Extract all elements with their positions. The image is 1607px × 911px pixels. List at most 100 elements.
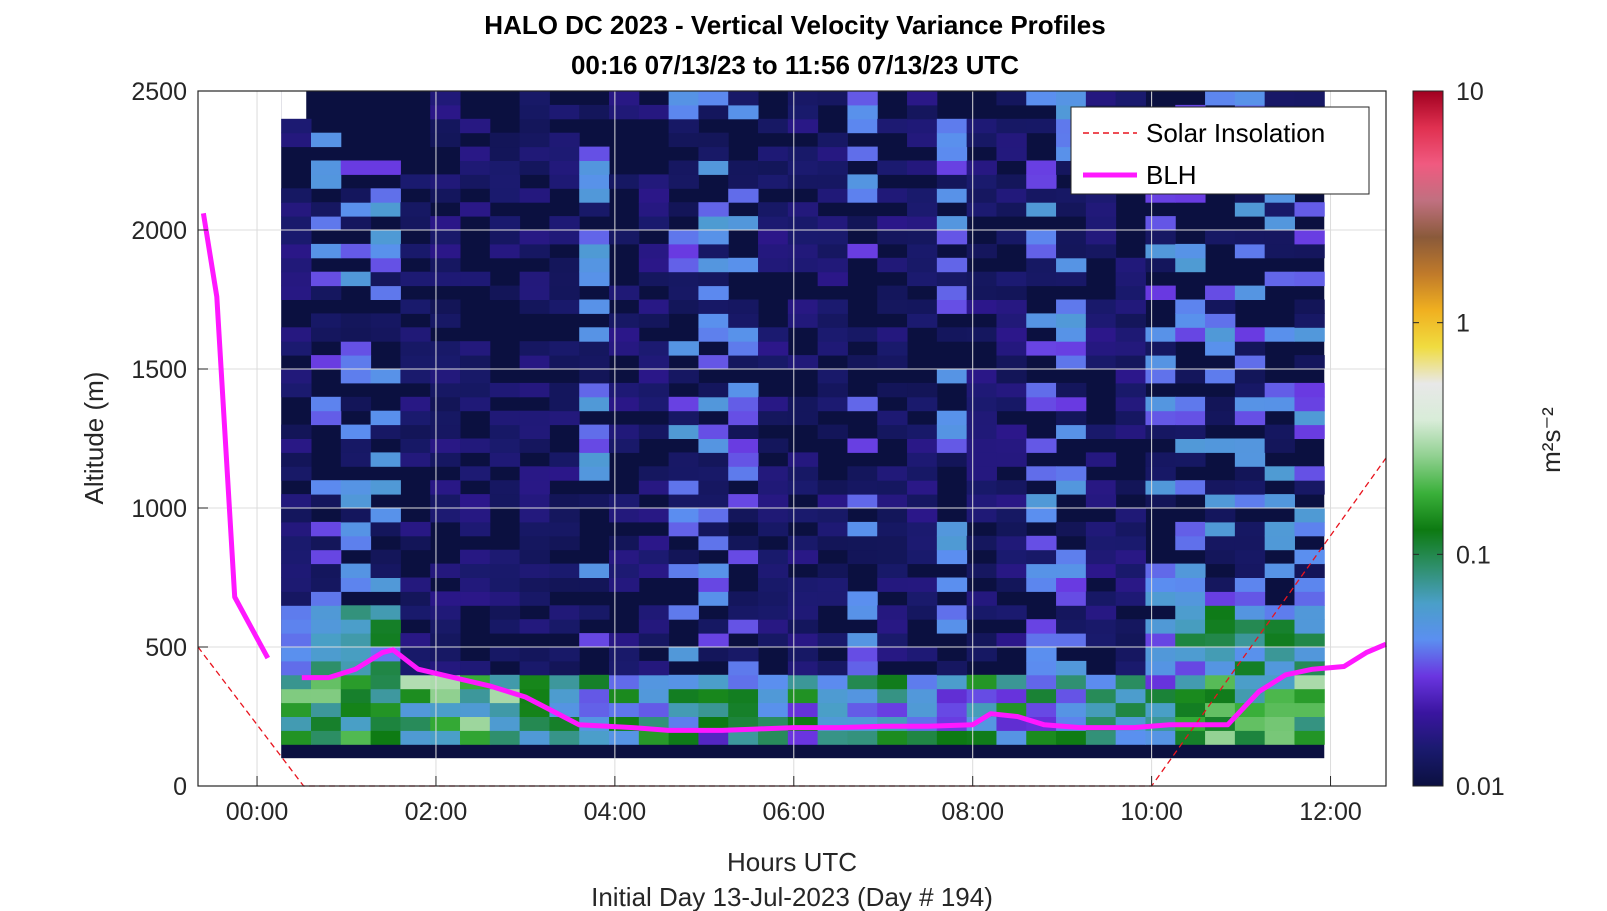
- heatmap-cell: [638, 382, 670, 398]
- heatmap-cell: [579, 466, 610, 481]
- heatmap-cell: [698, 313, 729, 328]
- heatmap-cell: [370, 633, 401, 648]
- heatmap-cell: [728, 104, 759, 120]
- heatmap-cell: [936, 271, 968, 287]
- heatmap-cell: [1085, 591, 1117, 606]
- heatmap-cell: [728, 730, 759, 745]
- heatmap-cell: [1294, 549, 1325, 565]
- heatmap-cell: [1056, 674, 1087, 690]
- heatmap-cell: [579, 577, 610, 592]
- heatmap-cell: [370, 521, 401, 537]
- heatmap-cell: [579, 563, 610, 578]
- heatmap-cell: [310, 521, 342, 537]
- heatmap-cell: [489, 563, 521, 578]
- heatmap-cell: [310, 688, 342, 704]
- heatmap-cell: [340, 188, 372, 203]
- heatmap-cell: [758, 605, 789, 620]
- heatmap-cell: [519, 716, 550, 731]
- heatmap-cell: [579, 174, 610, 189]
- heatmap-cell: [609, 91, 640, 106]
- heatmap-cell: [877, 355, 908, 370]
- heatmap-cell: [1264, 730, 1295, 745]
- heatmap-cell: [430, 688, 461, 704]
- heatmap-cell: [698, 480, 729, 495]
- heatmap-cell: [579, 452, 610, 467]
- heatmap-cell: [877, 424, 908, 439]
- heatmap-cell: [460, 382, 491, 398]
- heatmap-cell: [1115, 660, 1146, 676]
- heatmap-cell: [609, 508, 640, 523]
- heatmap-cell: [460, 355, 491, 370]
- heatmap-cell: [1264, 327, 1295, 342]
- heatmap-cell: [1115, 535, 1146, 551]
- heatmap-cell: [370, 480, 401, 495]
- heatmap-cell: [1085, 674, 1117, 690]
- heatmap-cell: [728, 660, 759, 676]
- heatmap-cell: [579, 341, 610, 356]
- heatmap-cell: [877, 549, 908, 565]
- heatmap-cell: [698, 327, 729, 342]
- heatmap-cell: [1145, 480, 1176, 495]
- heatmap-cell: [1294, 633, 1325, 648]
- heatmap-cell: [1056, 271, 1087, 287]
- heatmap-cell: [728, 216, 759, 231]
- heatmap-cell: [758, 257, 789, 273]
- heatmap-cell: [281, 605, 312, 620]
- heatmap-cell: [400, 605, 431, 620]
- heatmap-cell: [340, 577, 372, 592]
- heatmap-cell: [966, 591, 997, 606]
- heatmap-cell: [1115, 549, 1146, 565]
- x-axis-label: Hours UTC: [727, 847, 857, 877]
- heatmap-cell: [668, 508, 699, 523]
- chart-title: HALO DC 2023 - Vertical Velocity Varianc…: [484, 10, 1105, 40]
- heatmap-cell: [549, 160, 580, 175]
- heatmap-cell: [400, 174, 431, 189]
- heatmap-cell: [400, 591, 431, 606]
- heatmap-cell: [996, 299, 1027, 314]
- heatmap-cell: [1026, 188, 1057, 203]
- heatmap-cell: [1234, 452, 1266, 467]
- heatmap-cell: [698, 216, 729, 231]
- heatmap-cell: [728, 299, 759, 314]
- legend-solar-label: Solar Insolation: [1146, 118, 1325, 148]
- heatmap-cell: [549, 660, 580, 676]
- heatmap-cell: [668, 605, 699, 620]
- heatmap-cell: [668, 104, 699, 120]
- heatmap-cell: [787, 355, 819, 370]
- heatmap-cell: [847, 605, 878, 620]
- heatmap-cell: [1085, 230, 1117, 245]
- heatmap-cell: [996, 132, 1027, 148]
- heatmap-cell: [847, 243, 878, 259]
- heatmap-cell: [1294, 313, 1325, 328]
- heatmap-cell: [1056, 702, 1087, 717]
- heatmap-cell: [758, 355, 789, 370]
- heatmap-cell: [1294, 424, 1325, 439]
- heatmap-cell: [609, 674, 640, 690]
- heatmap-cell: [281, 591, 312, 606]
- heatmap-cell: [1145, 355, 1176, 370]
- heatmap-cell: [817, 494, 848, 509]
- heatmap-cell: [668, 341, 699, 356]
- heatmap-cell: [609, 285, 640, 300]
- heatmap-cell: [638, 369, 670, 384]
- heatmap-cell: [1175, 396, 1206, 412]
- heatmap-cell: [1175, 452, 1206, 467]
- heatmap-cell: [519, 424, 550, 439]
- heatmap-cell: [698, 508, 729, 523]
- heatmap-cell: [817, 535, 848, 551]
- heatmap-cell: [728, 313, 759, 328]
- heatmap-cell: [519, 118, 550, 134]
- heatmap-cell: [638, 563, 670, 578]
- heatmap-cell: [310, 160, 342, 175]
- heatmap-cell: [966, 633, 997, 648]
- heatmap-cell: [281, 188, 312, 203]
- heatmap-cell: [1145, 619, 1176, 634]
- heatmap-cell: [877, 480, 908, 495]
- heatmap-cell: [549, 521, 580, 537]
- heatmap-cell: [340, 702, 372, 717]
- heatmap-cell: [847, 188, 878, 203]
- heatmap-cell: [907, 480, 938, 495]
- heatmap-cell: [907, 452, 938, 467]
- heatmap-cell: [1234, 591, 1266, 606]
- heatmap-cell: [668, 369, 699, 384]
